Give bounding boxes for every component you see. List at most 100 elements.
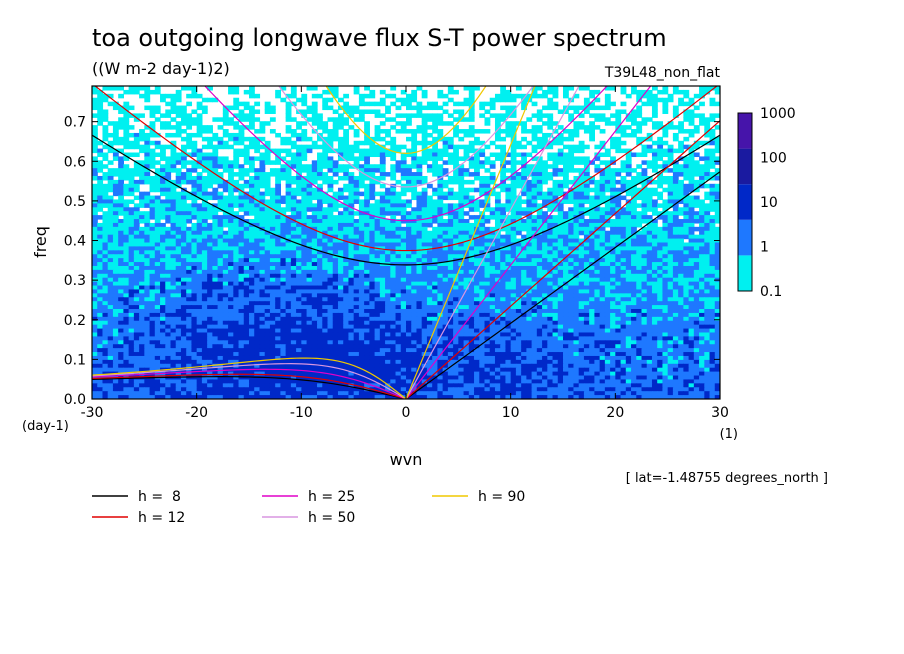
heatmap-cell xyxy=(505,250,512,255)
heatmap-cell xyxy=(301,265,308,271)
heatmap-cell xyxy=(699,281,705,287)
heatmap-cell xyxy=(395,113,402,118)
heatmap-cell xyxy=(604,187,611,193)
heatmap-cell xyxy=(463,281,470,287)
heatmap-cell xyxy=(604,172,611,177)
heatmap-cell xyxy=(458,109,465,114)
heatmap-cell xyxy=(636,230,643,236)
heatmap-cell xyxy=(521,121,527,126)
heatmap-cell xyxy=(139,226,145,232)
heatmap-cell xyxy=(500,93,507,99)
heatmap-cell xyxy=(704,262,711,267)
heatmap-cell xyxy=(400,172,407,177)
heatmap-cell xyxy=(421,129,428,134)
heatmap-cell xyxy=(390,254,397,259)
heatmap-cell xyxy=(615,121,622,126)
heatmap-cell xyxy=(269,148,276,154)
heatmap-cell xyxy=(610,265,616,271)
heatmap-cell xyxy=(500,215,507,220)
heatmap-cell xyxy=(463,148,470,154)
heatmap-cell xyxy=(432,265,438,271)
heatmap-cell xyxy=(610,86,616,91)
heatmap-cell xyxy=(149,89,156,95)
heatmap-cell xyxy=(165,250,172,255)
heatmap-cell xyxy=(583,230,590,236)
heatmap-cell xyxy=(693,125,700,130)
heatmap-cell xyxy=(238,285,245,291)
heatmap-cell xyxy=(264,281,271,287)
heatmap-cell xyxy=(191,89,198,95)
heatmap-cell xyxy=(322,156,329,161)
heatmap-cell xyxy=(589,273,595,279)
heatmap-cell xyxy=(578,168,585,173)
heatmap-cell xyxy=(322,152,329,158)
heatmap-cell xyxy=(379,203,386,208)
heatmap-cell xyxy=(301,293,308,298)
heatmap-cell xyxy=(97,140,104,146)
heatmap-cell xyxy=(615,277,622,283)
heatmap-cell xyxy=(233,293,240,298)
heatmap-cell xyxy=(154,269,161,275)
heatmap-cell xyxy=(453,222,459,228)
heatmap-cell xyxy=(432,105,438,111)
heatmap-cell xyxy=(458,211,465,216)
heatmap-cell xyxy=(426,211,433,216)
heatmap-cell xyxy=(604,258,611,263)
heatmap-cell xyxy=(317,289,323,294)
heatmap-cell xyxy=(594,265,601,271)
heatmap-cell xyxy=(536,238,543,244)
heatmap-cell xyxy=(348,265,355,271)
heatmap-cell xyxy=(416,129,423,134)
heatmap-cell xyxy=(160,265,166,271)
chart-title: toa outgoing longwave flux S-T power spe… xyxy=(92,24,667,52)
heatmap-cell xyxy=(583,222,590,228)
heatmap-cell xyxy=(426,152,433,158)
heatmap-cell xyxy=(636,242,643,248)
heatmap-cell xyxy=(275,258,281,263)
heatmap-cell xyxy=(364,168,370,173)
heatmap-cell xyxy=(165,254,172,259)
heatmap-cell xyxy=(112,289,119,294)
heatmap-cell xyxy=(296,222,302,228)
heatmap-cell xyxy=(175,191,182,197)
heatmap-cell xyxy=(610,258,616,263)
heatmap-cell xyxy=(699,156,705,161)
heatmap-cell xyxy=(92,265,98,271)
heatmap-cell xyxy=(604,168,611,173)
heatmap-cell xyxy=(264,156,271,161)
heatmap-cell xyxy=(458,226,465,232)
heatmap-cell xyxy=(353,219,360,224)
heatmap-cell xyxy=(453,265,459,271)
heatmap-cell xyxy=(160,215,166,220)
heatmap-cell xyxy=(552,183,559,189)
heatmap-cell xyxy=(672,226,679,232)
heatmap-cell xyxy=(458,156,465,161)
heatmap-cell xyxy=(510,160,517,165)
heatmap-cell xyxy=(646,207,653,212)
heatmap-cell xyxy=(400,226,407,232)
heatmap-cell xyxy=(343,172,350,177)
heatmap-cell xyxy=(180,242,187,248)
heatmap-cell xyxy=(468,246,475,251)
heatmap-cell xyxy=(578,156,585,161)
heatmap-cell xyxy=(149,175,156,181)
heatmap-cell xyxy=(699,269,705,275)
heatmap-cell xyxy=(693,140,700,146)
heatmap-cell xyxy=(385,258,391,263)
heatmap-cell xyxy=(416,230,423,236)
heatmap-cell xyxy=(233,152,240,158)
heatmap-cell xyxy=(290,140,297,146)
heatmap-cell xyxy=(290,230,297,236)
heatmap-cell xyxy=(615,265,622,271)
heatmap-cell xyxy=(557,207,564,212)
heatmap-cell xyxy=(583,129,590,134)
heatmap-cell xyxy=(683,117,690,122)
heatmap-cell xyxy=(631,238,637,244)
heatmap-cell xyxy=(212,277,219,283)
heatmap-cell xyxy=(688,273,695,279)
heatmap-cell xyxy=(578,160,585,165)
heatmap-cell xyxy=(552,238,559,244)
heatmap-cell xyxy=(662,285,669,291)
heatmap-cell xyxy=(406,105,412,111)
heatmap-cell xyxy=(620,234,627,240)
